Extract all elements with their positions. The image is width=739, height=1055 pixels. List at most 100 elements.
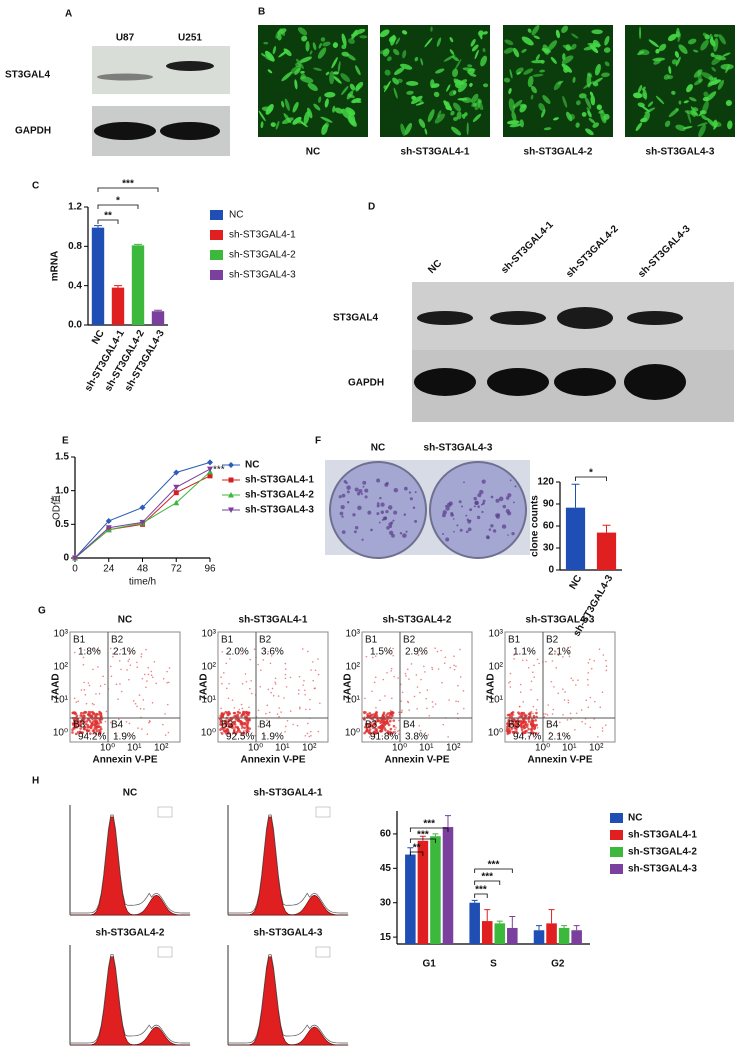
colony: [442, 533, 444, 536]
legend-label: NC: [229, 210, 243, 221]
event: [416, 686, 419, 688]
cell: [299, 56, 312, 63]
event: [79, 711, 83, 715]
cell: [542, 44, 550, 55]
colony: [482, 499, 486, 503]
event: [151, 701, 154, 704]
cell: [703, 91, 709, 98]
event: [509, 680, 511, 683]
quadrant-name: B4: [403, 720, 416, 731]
event: [248, 687, 251, 690]
colony: [378, 521, 381, 524]
colony: [408, 491, 412, 494]
error-bar: [536, 925, 543, 931]
y-tick-label: 0.0: [68, 320, 82, 331]
x-tick-label: G1: [422, 959, 436, 970]
cell: [561, 25, 569, 34]
event: [100, 712, 103, 715]
colony: [343, 480, 347, 483]
cell: [705, 91, 717, 102]
colony: [362, 480, 367, 485]
cell: [436, 37, 442, 47]
significance-bracket: [97, 204, 139, 209]
event: [284, 677, 287, 680]
event: [221, 682, 223, 685]
error-bar: [602, 524, 611, 533]
significance: ***: [481, 872, 493, 883]
x-tick-label: NC: [568, 573, 585, 591]
event: [577, 679, 579, 681]
cell: [632, 92, 643, 99]
event: [602, 654, 605, 656]
event: [392, 724, 396, 728]
event: [604, 724, 607, 726]
band: [624, 364, 686, 400]
y-tick-label: 10²: [202, 662, 217, 673]
cell: [414, 56, 419, 62]
event: [235, 715, 238, 718]
event: [425, 697, 427, 700]
cell: [393, 48, 400, 56]
cell: [281, 100, 285, 108]
event: [386, 730, 389, 732]
event: [264, 734, 266, 737]
band: [160, 122, 220, 140]
event: [289, 710, 292, 712]
event: [142, 699, 145, 701]
event: [88, 715, 90, 717]
cell: [283, 48, 292, 57]
event: [76, 731, 80, 734]
event: [514, 730, 516, 732]
cell: [446, 84, 451, 92]
x-tick-label: 0: [72, 564, 78, 575]
cell: [713, 54, 726, 61]
event: [298, 675, 301, 678]
event: [250, 679, 252, 682]
colony: [481, 510, 484, 514]
event: [241, 707, 244, 710]
cell: [333, 76, 342, 84]
event: [251, 692, 253, 695]
cell: [265, 104, 274, 115]
band: [554, 368, 616, 396]
cell: [329, 71, 335, 85]
cell: [637, 50, 645, 56]
cell: [260, 121, 264, 129]
event: [243, 729, 245, 732]
cell: [509, 68, 513, 79]
legend-swatch: [210, 270, 223, 280]
event: [81, 731, 85, 734]
event: [557, 692, 560, 695]
event: [550, 680, 553, 683]
error-bar: [509, 915, 516, 928]
cell: [400, 63, 413, 70]
event: [575, 684, 577, 686]
cell: [674, 51, 680, 58]
quadrant-name: B2: [546, 635, 559, 646]
event: [306, 732, 309, 735]
cell: [401, 30, 408, 35]
event: [427, 734, 430, 736]
event: [289, 676, 292, 679]
event: [225, 687, 228, 690]
event: [284, 725, 287, 728]
cell: [483, 31, 488, 35]
cell: [668, 65, 672, 75]
cell: [698, 124, 706, 138]
cell: [334, 107, 344, 114]
x-tick-label: G2: [551, 959, 565, 970]
colony: [382, 516, 387, 521]
event: [228, 732, 231, 735]
cell: [275, 120, 280, 130]
event: [368, 736, 371, 738]
histogram-fill: [228, 956, 348, 1046]
marker: [105, 525, 112, 531]
cell: [566, 111, 573, 122]
bar: [558, 927, 570, 944]
event: [86, 717, 90, 721]
event: [587, 706, 590, 709]
event: [151, 676, 154, 679]
event: [531, 723, 535, 727]
cell: [671, 59, 678, 65]
caption: sh-ST3GAL4-2: [524, 147, 593, 158]
